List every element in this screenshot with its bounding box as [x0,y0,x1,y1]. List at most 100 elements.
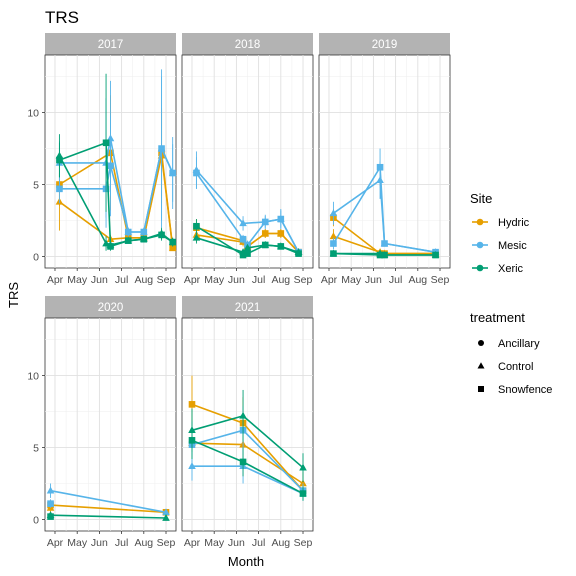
legend-label: Xeric [498,263,524,275]
x-tick-label: Jun [228,274,245,286]
data-point [47,513,54,520]
data-point [381,240,388,247]
x-tick-label: May [341,274,362,286]
y-tick-label: 0 [33,514,39,526]
data-point [330,240,337,247]
legend-label: Snowfence [498,384,552,396]
legend-label: Control [498,361,533,373]
site-legend-item-mesic: Mesic [472,240,527,252]
data-point [295,250,302,257]
data-point [262,219,269,226]
x-tick-label: Sep [431,274,450,286]
data-point [189,401,196,408]
data-point [262,242,269,249]
data-point [169,239,176,246]
data-point [432,252,439,259]
x-tick-label: May [67,274,88,286]
facet-panels: 2017AprMayJunJulAugSep05102018AprMayJunJ… [27,33,450,549]
site-legend-item-xeric: Xeric [472,263,524,275]
legend-key-shape [478,362,485,368]
x-tick-label: Apr [321,274,338,286]
data-point [56,186,63,193]
data-point [125,237,132,244]
x-tick-label: May [204,274,225,286]
legend-key-point [477,219,484,226]
x-tick-label: Aug [271,537,290,549]
x-tick-label: Sep [157,537,176,549]
facet-strip-label: 2018 [235,39,261,51]
data-point [141,229,148,236]
y-tick-label: 10 [27,371,39,383]
legend-key-shape [478,386,484,392]
facet-strip-label: 2020 [98,302,124,314]
x-tick-label: Aug [134,274,153,286]
legend: Site Hydric Mesic Xeric treatment Ancillar… [470,191,552,396]
x-tick-label: Aug [271,274,290,286]
data-point [189,437,196,444]
facet-strip-label: 2017 [98,39,124,51]
facet-strip-label: 2019 [372,39,398,51]
legend-label: Ancillary [498,338,540,350]
data-point [262,230,269,237]
data-point [377,164,384,171]
site-legend-title: Site [470,191,492,206]
treatment-legend-title: treatment [470,310,525,325]
series-mesic-snowfence [47,499,54,508]
data-point [193,223,200,230]
data-point [103,139,110,146]
data-point [107,163,114,170]
data-point [278,230,285,237]
legend-key-point [477,265,484,272]
data-point [193,170,200,177]
facet-panel-2017: 2017AprMayJunJulAugSep0510 [27,33,176,286]
data-point [300,490,307,497]
x-tick-label: Apr [184,274,201,286]
treatment-legend-items: Ancillary Control Snowfence [478,338,553,396]
y-tick-label: 5 [33,443,39,455]
x-tick-label: Sep [294,537,313,549]
x-tick-label: Jul [252,274,265,286]
x-tick-label: Aug [134,537,153,549]
facet-strip-label: 2021 [235,302,261,314]
x-tick-label: Apr [47,274,64,286]
x-tick-label: Sep [157,274,176,286]
y-tick-label: 5 [33,180,39,192]
treatment-legend-item-control: Control [478,361,534,373]
data-point [125,229,132,236]
data-point [330,250,337,257]
facet-panel-2021: 2021AprMayJunJulAugSep [182,296,313,549]
legend-label: Mesic [498,240,527,252]
data-point [278,216,285,223]
data-point [141,236,148,243]
site-legend-items: Hydric Mesic Xeric [472,217,530,275]
data-point [107,243,114,250]
facet-panel-2018: 2018AprMayJunJulAugSep [182,33,313,286]
x-axis-title: Month [228,554,264,569]
y-axis-title: TRS [6,282,21,308]
data-point [56,157,63,164]
series-xeric-snowfence [47,513,54,520]
site-legend-item-hydric: Hydric [472,217,530,229]
data-point [240,459,247,466]
facet-panel-2020: 2020AprMayJunJulAugSep0510 [27,296,176,549]
x-tick-label: Jun [91,537,108,549]
y-tick-label: 10 [27,108,39,120]
x-tick-label: Jul [115,537,128,549]
x-tick-label: Apr [184,537,201,549]
data-point [240,236,247,243]
data-point [158,232,165,239]
data-point [47,500,54,507]
legend-key-shape [478,340,484,346]
data-point [244,250,251,257]
data-point [158,145,165,152]
x-tick-label: May [204,537,225,549]
x-tick-label: Jul [389,274,402,286]
y-tick-label: 0 [33,251,39,263]
x-tick-label: Apr [47,537,64,549]
legend-key-point [477,242,484,249]
legend-label: Hydric [498,217,530,229]
x-tick-label: Jun [91,274,108,286]
data-point [169,170,176,177]
data-point [381,252,388,259]
